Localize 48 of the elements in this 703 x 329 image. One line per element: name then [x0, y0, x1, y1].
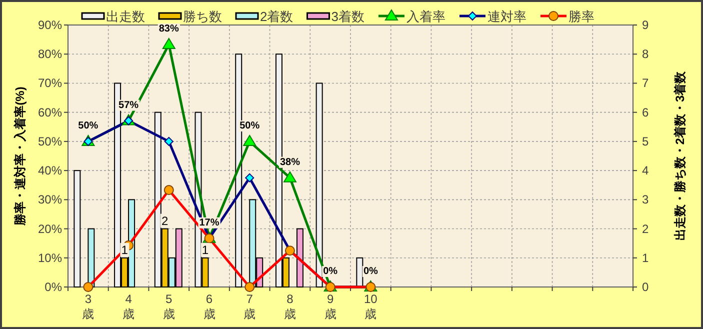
x-tick-label: 3歳 [82, 292, 94, 321]
y2-tick-label: 2 [642, 222, 649, 236]
data-label: 0% [363, 266, 378, 277]
y2-tick-label: 3 [642, 192, 649, 207]
x-tick-label: 8歳 [284, 292, 296, 321]
x-tick-label: 7歳 [244, 292, 256, 321]
y2-tick-label: 5 [642, 134, 649, 148]
legend-label: 勝ち数 [183, 9, 222, 24]
data-label: 1 [121, 242, 128, 257]
y-tick-label: 10% [38, 250, 62, 265]
data-label: 2 [162, 214, 169, 228]
legend-label: 連対率 [487, 9, 526, 24]
y2-tick-label: 0 [642, 280, 649, 294]
y-tick-label: 30% [38, 192, 62, 207]
y-tick-label: 20% [38, 222, 62, 236]
data-label: 83% [158, 24, 180, 35]
x-tick-label: 5歳 [162, 292, 175, 321]
data-label: 0% [323, 266, 338, 277]
data-label: 17% [199, 217, 220, 228]
y-tick-label: 0% [44, 280, 62, 294]
y2-tick-label: 9 [642, 18, 649, 32]
legend-label: 3着数 [331, 9, 364, 24]
y-tick-label: 90% [38, 18, 62, 32]
data-label: 50% [78, 120, 98, 132]
x-tick-label: 6歳 [203, 292, 216, 321]
y2-tick-label: 4 [642, 164, 649, 178]
data-label: 1 [202, 242, 209, 257]
y2-tick-label: 6 [642, 105, 649, 120]
y2-tick-label: 8 [642, 47, 649, 62]
x-tick-label: 10歳 [364, 292, 378, 321]
y2-tick-label: 7 [642, 76, 649, 90]
x-tick-label: 9歳 [324, 292, 336, 321]
legend-label: 入着率 [406, 9, 446, 24]
y-axis-title: 勝率・連対率・入着率(%) [13, 86, 27, 226]
y2-axis-title: 出走数・勝ち数・2着数・3着数 [673, 70, 687, 241]
data-label: 50% [240, 120, 260, 132]
data-label: 38% [280, 156, 300, 168]
y-tick-label: 40% [38, 164, 62, 178]
legend-label: 勝率 [568, 9, 594, 24]
data-label: 57% [118, 100, 139, 111]
legend-label: 出走数 [106, 9, 145, 24]
y-tick-label: 80% [38, 47, 62, 62]
legend-label: 2着数 [260, 9, 294, 24]
y-tick-label: 60% [38, 105, 62, 120]
x-tick-label: 4歳 [122, 292, 135, 321]
y2-tick-label: 1 [642, 250, 649, 265]
y-tick-label: 70% [38, 76, 62, 90]
y-tick-label: 50% [38, 134, 62, 148]
